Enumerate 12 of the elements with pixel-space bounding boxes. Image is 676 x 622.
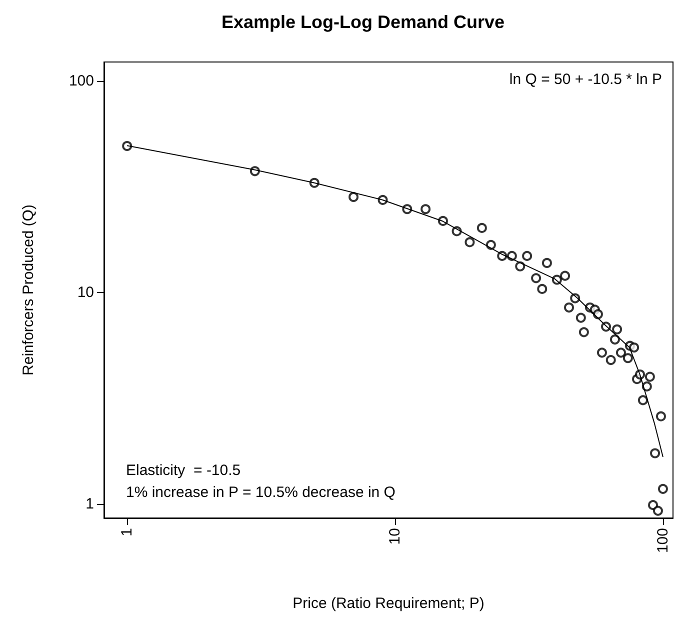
annotation: ln Q = 50 + -10.5 * ln P — [509, 71, 662, 88]
annotation: Elasticity = -10.5 — [126, 462, 241, 479]
x-tick-label: 1 — [118, 528, 136, 536]
x-axis-title: Price (Ratio Requirement; P) — [292, 595, 484, 612]
x-tick-label: 100 — [654, 528, 672, 554]
y-tick-label: 10 — [77, 284, 94, 302]
y-tick-label: 1 — [86, 496, 94, 513]
y-axis-title: Reinforcers Produced (Q) — [20, 204, 37, 376]
annotation: 1% increase in P = 10.5% decrease in Q — [126, 484, 396, 501]
chart-title: Example Log-Log Demand Curve — [221, 12, 505, 32]
x-tick-label: 10 — [386, 528, 404, 545]
y-tick-label: 100 — [68, 72, 94, 90]
